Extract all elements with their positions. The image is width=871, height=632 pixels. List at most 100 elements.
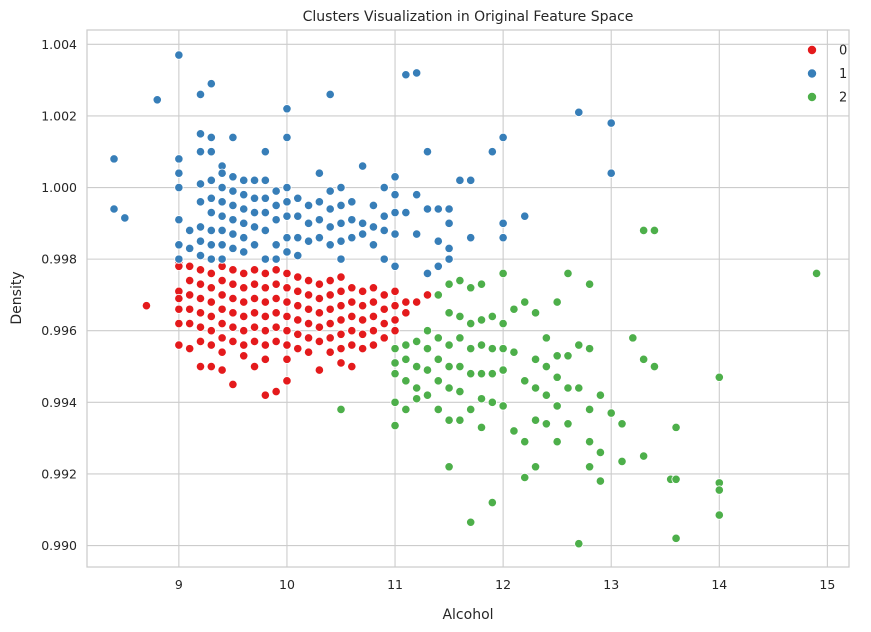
data-point	[325, 240, 335, 250]
data-point	[336, 404, 346, 415]
data-point	[249, 336, 260, 347]
data-point	[379, 318, 389, 329]
data-point	[206, 147, 216, 157]
data-point	[639, 451, 649, 461]
data-point	[217, 211, 227, 221]
data-point	[271, 215, 281, 225]
data-point	[487, 147, 497, 157]
data-point	[530, 308, 541, 318]
data-point	[336, 286, 346, 296]
data-point	[174, 168, 184, 178]
data-point	[358, 286, 368, 296]
data-point	[336, 358, 346, 368]
data-point	[379, 225, 389, 236]
data-point	[487, 369, 497, 379]
data-point	[606, 168, 616, 178]
data-point	[336, 236, 346, 246]
y-tick-label: 1.000	[41, 180, 77, 195]
data-point	[303, 218, 314, 228]
data-point	[174, 240, 184, 250]
data-point	[552, 437, 562, 447]
data-point	[628, 333, 638, 343]
data-point	[217, 168, 227, 178]
data-point	[325, 275, 335, 286]
data-point	[325, 89, 335, 100]
data-point	[433, 204, 443, 214]
data-point	[174, 340, 184, 350]
data-point	[509, 304, 519, 314]
data-point	[206, 225, 216, 236]
data-point	[271, 336, 281, 347]
data-point	[228, 186, 238, 196]
data-point	[206, 361, 216, 372]
data-point	[271, 279, 281, 289]
data-point	[358, 218, 368, 228]
y-tick-label: 0.992	[41, 466, 77, 481]
data-point	[282, 376, 292, 386]
data-point	[239, 283, 249, 293]
data-point	[466, 175, 476, 185]
data-point	[195, 129, 206, 139]
data-point	[358, 301, 368, 311]
data-points	[109, 50, 822, 549]
data-point	[541, 361, 551, 372]
data-point	[293, 233, 303, 243]
data-point	[293, 211, 303, 221]
data-point	[228, 200, 238, 211]
data-point	[401, 376, 411, 386]
data-point	[239, 175, 249, 185]
data-point	[206, 297, 216, 307]
data-point	[390, 344, 400, 354]
data-point	[195, 308, 206, 318]
data-point	[358, 161, 368, 171]
data-point	[358, 229, 368, 239]
data-point	[293, 272, 303, 282]
data-point	[152, 95, 162, 105]
data-point	[228, 215, 238, 225]
data-point	[563, 351, 573, 361]
data-point	[185, 344, 195, 354]
data-point	[368, 326, 379, 336]
chart-title: Clusters Visualization in Original Featu…	[303, 9, 634, 25]
data-point	[574, 539, 584, 549]
data-point	[552, 297, 562, 307]
x-tick-label: 10	[279, 577, 295, 592]
data-point	[293, 301, 303, 311]
x-axis-ticks: 9 10 11 12 13 14 15	[175, 577, 835, 592]
data-point	[574, 340, 584, 350]
data-point	[541, 333, 551, 343]
data-point	[228, 265, 238, 275]
data-point	[714, 510, 724, 520]
data-point	[260, 311, 270, 321]
data-point	[498, 401, 508, 411]
data-point	[390, 420, 400, 431]
data-point	[444, 415, 454, 425]
data-point	[282, 326, 292, 336]
data-point	[584, 279, 595, 289]
data-point	[368, 311, 379, 321]
data-point	[444, 218, 454, 228]
data-point	[195, 147, 206, 157]
data-point	[552, 351, 562, 361]
data-point	[358, 344, 368, 354]
data-point	[260, 390, 270, 400]
data-point	[466, 517, 476, 527]
data-point	[811, 268, 822, 279]
data-point	[476, 422, 487, 432]
data-point	[293, 344, 303, 354]
data-point	[336, 329, 346, 339]
data-point	[260, 283, 270, 293]
data-point	[563, 383, 573, 393]
data-point	[282, 247, 292, 257]
data-point	[390, 229, 400, 239]
data-point	[433, 354, 443, 364]
data-point	[433, 236, 443, 246]
data-point	[455, 386, 465, 397]
data-point	[520, 297, 530, 307]
data-point	[595, 476, 606, 486]
data-point	[282, 132, 292, 142]
y-tick-label: 0.998	[41, 252, 77, 267]
data-point	[487, 497, 497, 508]
data-point	[401, 354, 411, 364]
data-point	[671, 474, 681, 484]
